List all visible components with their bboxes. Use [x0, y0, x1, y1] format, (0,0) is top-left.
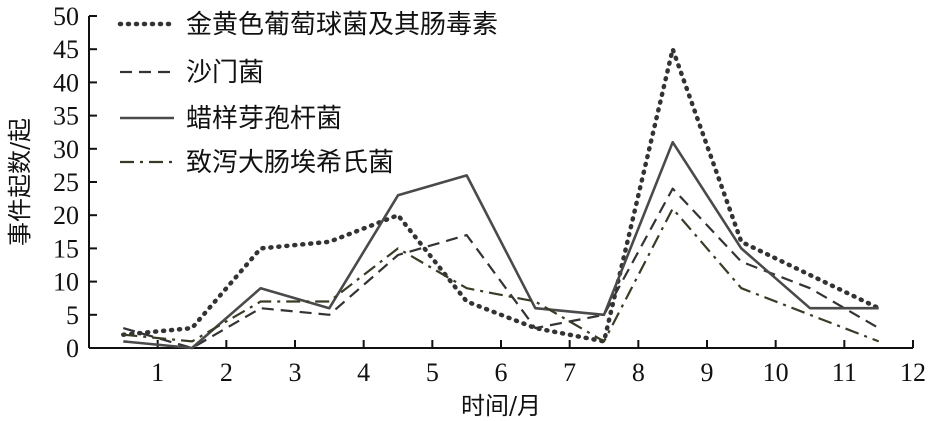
x-tick-label: 5 — [426, 358, 439, 387]
legend-label-2: 沙门菌 — [186, 58, 264, 88]
x-tick-label: 4 — [357, 358, 370, 387]
series-lines — [121, 46, 881, 350]
series-line-1 — [121, 46, 881, 344]
y-tick-label: 40 — [53, 68, 79, 97]
x-tick-label: 12 — [900, 358, 926, 387]
x-tick-label: 10 — [763, 358, 789, 387]
series-line-3 — [123, 140, 879, 350]
x-tick-label: 2 — [220, 358, 233, 387]
x-tick-label: 11 — [832, 358, 857, 387]
legend-label-4: 致泻大肠埃希氏菌 — [186, 148, 394, 178]
y-tick-label: 50 — [53, 2, 79, 31]
y-tick-label: 10 — [53, 268, 79, 297]
y-tick-label: 25 — [53, 168, 79, 197]
x-tick-label: 1 — [151, 358, 164, 387]
y-tick-label: 0 — [66, 334, 79, 363]
series-line-4 — [123, 207, 880, 343]
y-tick-label: 45 — [53, 35, 79, 64]
x-tick-label: 7 — [563, 358, 576, 387]
x-axis-title: 时间/月 — [461, 392, 541, 420]
legend-label-1: 金黄色葡萄球菌及其肠毒素 — [186, 10, 498, 40]
x-ticks: 1 2 3 4 5 6 7 8 9 10 11 12 — [88, 340, 926, 387]
legend-label-3: 蜡样芽孢杆菌 — [186, 104, 342, 134]
series-line-2 — [122, 187, 880, 350]
y-tick-label: 35 — [53, 102, 79, 131]
x-tick-label: 3 — [289, 358, 302, 387]
y-tick-label: 30 — [53, 135, 79, 164]
y-tick-label: 5 — [66, 301, 79, 330]
x-tick-label: 9 — [701, 358, 714, 387]
x-tick-label: 6 — [495, 358, 508, 387]
y-tick-label: 20 — [53, 201, 79, 230]
y-axis-title: 事件起数/起 — [6, 118, 34, 246]
x-tick-label: 8 — [632, 358, 645, 387]
y-ticks: 0 5 10 15 20 25 30 35 40 45 50 — [53, 2, 97, 363]
y-tick-label: 15 — [53, 234, 79, 263]
